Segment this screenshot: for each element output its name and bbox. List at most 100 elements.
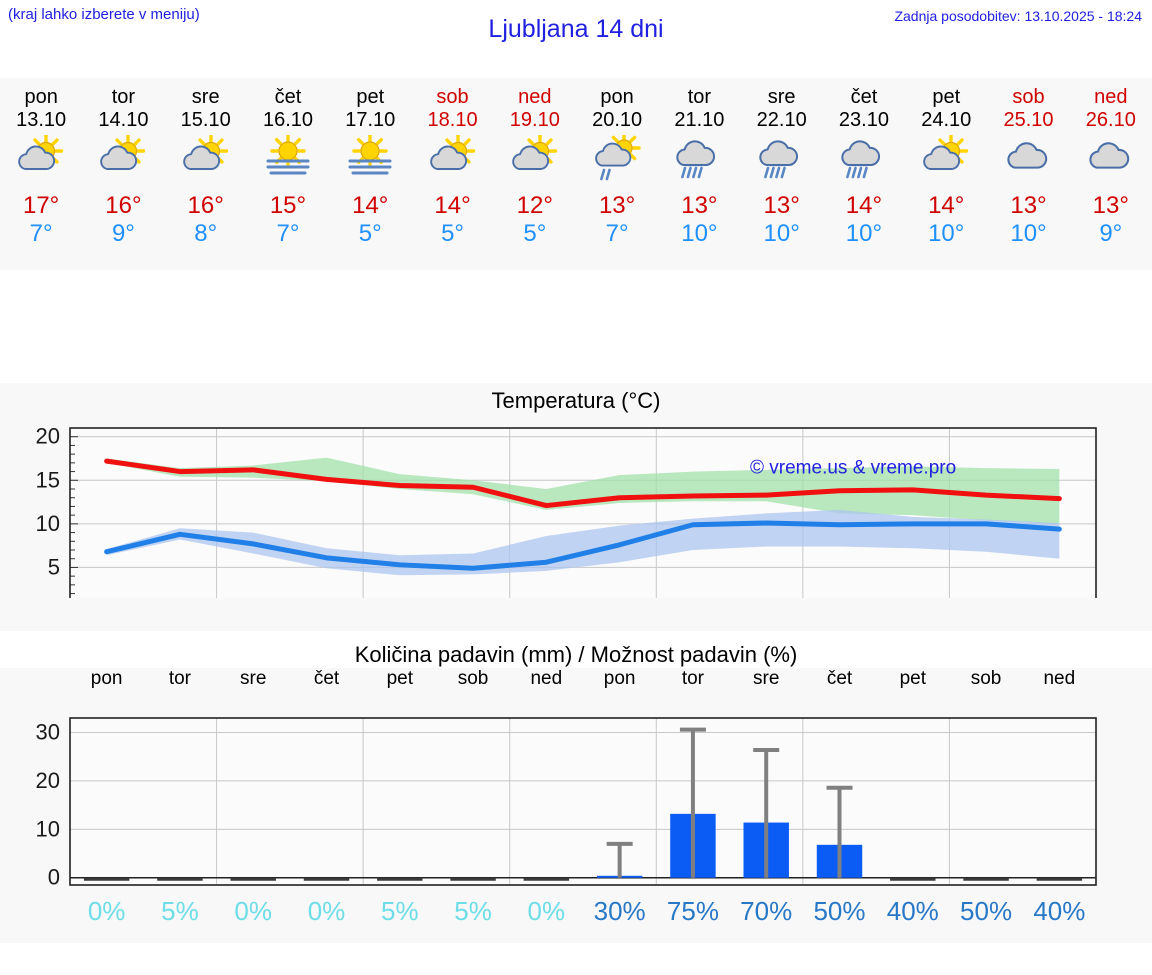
- forecast-temp-min: 7°: [276, 220, 300, 247]
- forecast-day-name: tor: [111, 86, 136, 108]
- page-header: (kraj lahko izberete v meniju) Ljubljana…: [0, 0, 1152, 78]
- cloud-with-rain-icon: [755, 134, 809, 186]
- forecast-day-12: pet 24.10 14° 10°: [905, 78, 987, 270]
- forecast-day-date: 16.10: [262, 109, 314, 131]
- forecast-day-5: pet 17.10 14° 5°: [329, 78, 411, 270]
- forecast-day-name: sob: [436, 86, 469, 108]
- forecast-temp-max: 14°: [352, 192, 389, 219]
- forecast-day-date: 25.10: [1003, 109, 1054, 131]
- sun-behind-cloud-with-rain-icon: [590, 134, 644, 186]
- precipitation-chart-panel: Količina padavin (mm) / Možnost padavin …: [0, 642, 1152, 943]
- precip-probability-label: 75%: [666, 896, 719, 926]
- forecast-day-name: sre: [767, 86, 796, 108]
- svg-text:© vreme.us & vreme.pro: © vreme.us & vreme.pro: [750, 457, 956, 478]
- sun-behind-cloud-icon: [179, 134, 233, 186]
- temperature-chart-panel: Temperatura (°C) 5 10 15 20 © vreme.us & vre…: [0, 383, 1152, 631]
- precip-probability-label: 40%: [886, 896, 939, 926]
- forecast-day-name: čet: [274, 86, 302, 108]
- forecast-temp-min: 10°: [681, 220, 718, 247]
- forecast-day-date: 24.10: [921, 109, 972, 131]
- forecast-temp-max: 16°: [187, 192, 224, 219]
- forecast-day-date: 23.10: [838, 109, 889, 131]
- forecast-day-date: 20.10: [592, 109, 643, 131]
- sun-behind-cloud-icon: [508, 134, 562, 186]
- svg-text:5: 5: [48, 554, 60, 579]
- forecast-day-3: sre 15.10 16° 8°: [165, 78, 247, 270]
- forecast-temp-max: 16°: [105, 192, 142, 219]
- forecast-day-7: ned 19.10 12° 5°: [494, 78, 576, 270]
- forecast-day-date: 15.10: [180, 109, 231, 131]
- svg-text:0: 0: [48, 865, 60, 890]
- cloud-with-rain-icon: [837, 134, 891, 186]
- cloud-icon: [1084, 134, 1138, 186]
- forecast-day-14: ned 26.10 13° 9°: [1070, 78, 1152, 270]
- forecast-day-11: čet 23.10 14° 10°: [823, 78, 905, 270]
- sun-behind-cloud-icon: [96, 134, 150, 186]
- last-updated-text: Zadnja posodobitev: 13.10.2025 - 18:24: [894, 8, 1142, 24]
- forecast-temp-min: 10°: [928, 220, 965, 247]
- forecast-temp-max: 13°: [598, 192, 636, 219]
- forecast-day-date: 19.10: [509, 109, 560, 131]
- forecast-day-4: čet 16.10 15° 7°: [247, 78, 329, 270]
- forecast-day-13: sob 25.10 13° 10°: [987, 78, 1069, 270]
- menu-hint: (kraj lahko izberete v meniju): [8, 6, 200, 23]
- precip-probability-label: 50%: [960, 896, 1013, 926]
- svg-text:20: 20: [36, 424, 60, 449]
- forecast-day-name: sob: [1012, 86, 1045, 108]
- forecast-day-date: 14.10: [98, 109, 149, 131]
- sun-behind-fog-icon: [343, 134, 397, 186]
- forecast-temp-min: 5°: [358, 220, 382, 247]
- precipitation-chart: 0 10 20 30: [36, 717, 1097, 890]
- forecast-day-name: pon: [600, 86, 634, 108]
- precip-probability-label: 5%: [161, 896, 199, 926]
- forecast-temp-min: 10°: [763, 220, 800, 247]
- forecast-day-name: ned: [518, 86, 552, 108]
- forecast-day-date: 21.10: [674, 109, 725, 131]
- forecast-day-name: sre: [191, 86, 220, 108]
- precip-day-label: tor: [168, 668, 192, 689]
- sun-behind-fog-icon: [261, 134, 315, 186]
- forecast-day-8: pon 20.10 13° 7°: [576, 78, 658, 270]
- forecast-temp-min: 7°: [29, 220, 53, 247]
- sun-behind-cloud-icon: [426, 134, 480, 186]
- forecast-temp-max: 12°: [516, 192, 553, 219]
- forecast-temp-max: 13°: [681, 192, 718, 219]
- forecast-temp-min: 9°: [111, 220, 135, 247]
- precip-day-label: ned: [1043, 668, 1076, 689]
- temperature-chart: 5 10 15 20 © vreme.us & vreme.pro: [36, 424, 1097, 598]
- precip-day-label: sob: [457, 668, 489, 689]
- forecast-temp-max: 14°: [845, 192, 883, 219]
- svg-text:10: 10: [36, 511, 60, 536]
- forecast-temp-min: 10°: [845, 220, 883, 247]
- precip-day-label: ned: [530, 668, 563, 689]
- forecast-day-date: 26.10: [1085, 109, 1136, 131]
- svg-text:30: 30: [36, 720, 60, 745]
- forecast-temp-min: 7°: [605, 220, 629, 247]
- svg-text:10: 10: [36, 816, 60, 841]
- precip-day-label: pon: [603, 668, 636, 689]
- precip-probability-label: 0%: [307, 896, 346, 926]
- precip-day-label: pet: [386, 668, 413, 689]
- forecast-temp-max: 15°: [269, 192, 307, 219]
- forecast-day-9: tor 21.10 13° 10°: [658, 78, 740, 270]
- forecast-day-date: 17.10: [345, 109, 396, 131]
- precip-day-label: čet: [826, 668, 853, 689]
- forecast-day-name: pon: [24, 86, 58, 108]
- precip-day-label: tor: [681, 668, 705, 689]
- precip-probability-label: 70%: [740, 896, 793, 926]
- sun-behind-cloud-icon: [14, 134, 68, 186]
- forecast-day-name: pet: [356, 86, 385, 108]
- precip-probability-label: 50%: [813, 896, 866, 926]
- forecast-temp-min: 5°: [441, 220, 465, 247]
- cloud-icon: [1002, 134, 1056, 186]
- temperature-chart-title: Temperatura (°C): [491, 388, 661, 413]
- precip-probability-label: 40%: [1033, 896, 1086, 926]
- page-title: Ljubljana 14 dni: [488, 15, 664, 43]
- forecast-temp-min: 9°: [1099, 220, 1123, 247]
- precip-day-label: pon: [90, 668, 123, 689]
- daily-forecast-strip: pon 13.10 17° 7° tor 14.10 16° 9° sre 15.10 16°…: [0, 78, 1152, 270]
- cloud-with-rain-icon: [672, 134, 726, 186]
- svg-text:15: 15: [36, 467, 60, 492]
- sun-behind-cloud-icon: [919, 134, 973, 186]
- precip-day-label: pet: [899, 668, 926, 689]
